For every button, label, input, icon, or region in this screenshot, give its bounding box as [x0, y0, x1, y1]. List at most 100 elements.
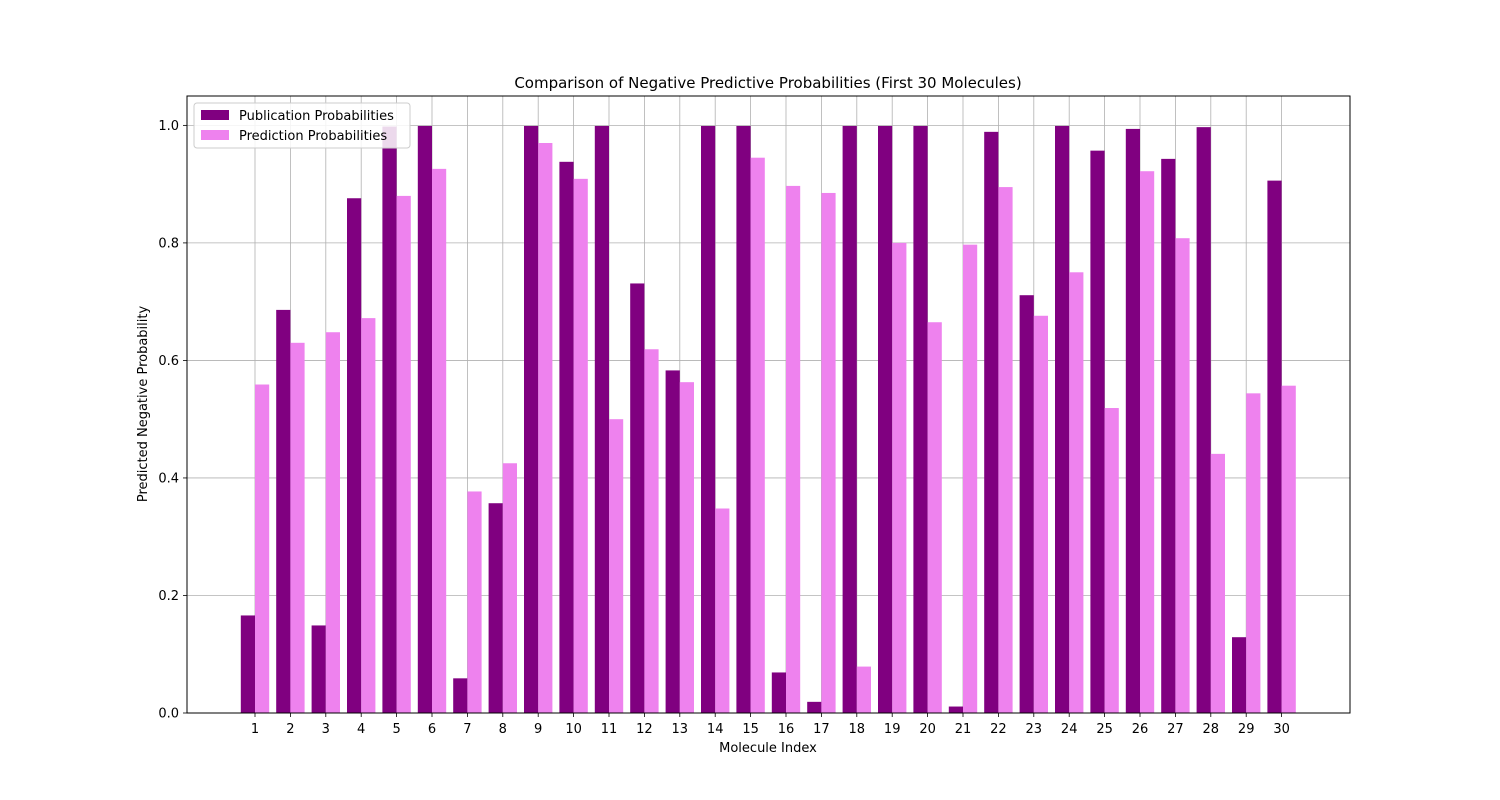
- legend-label-prediction: Prediction Probabilities: [239, 129, 387, 144]
- bar-prediction: [1210, 453, 1225, 713]
- legend-swatch-publication: [201, 110, 229, 120]
- bar-prediction: [255, 384, 270, 713]
- bar-publication: [1267, 180, 1282, 714]
- y-tick-label: 0.6: [158, 354, 179, 369]
- legend-swatch-prediction: [201, 130, 229, 140]
- bar-prediction: [1033, 315, 1048, 713]
- bar-prediction: [325, 332, 340, 713]
- y-axis-ticks: 0.0 0.2 0.4 0.6 0.8 1.0: [158, 119, 187, 722]
- bar-publication: [984, 131, 999, 714]
- x-tick-label: 26: [1132, 722, 1149, 737]
- bar-publication: [842, 125, 857, 714]
- bar-publication: [701, 125, 716, 714]
- bar-publication: [1161, 158, 1176, 713]
- bar-prediction: [963, 244, 978, 714]
- bar-prediction: [290, 342, 305, 713]
- bar-publication: [347, 198, 362, 713]
- bar-prediction: [502, 463, 517, 713]
- x-tick-label: 15: [742, 722, 759, 737]
- bar-publication: [1125, 128, 1140, 713]
- bar-publication: [1090, 150, 1105, 714]
- bar-publication: [524, 125, 539, 714]
- bar-prediction: [821, 192, 836, 713]
- x-tick-label: 8: [499, 722, 507, 737]
- x-tick-label: 9: [534, 722, 542, 737]
- bars: [240, 125, 1296, 714]
- bar-prediction: [1281, 385, 1296, 713]
- bar-publication: [417, 125, 432, 714]
- legend: Publication Probabilities Prediction Pro…: [193, 102, 411, 149]
- bar-prediction: [892, 242, 907, 713]
- x-axis-ticks: 1 2 3 4 5 6 7 8 9 10 11 12 13 14 15 16 17 18 19 20 21 22 23 24 2…: [251, 713, 1290, 737]
- bar-prediction: [538, 143, 553, 713]
- bar-prediction: [1104, 408, 1119, 713]
- x-tick-label: 19: [884, 722, 901, 737]
- bar-prediction: [998, 187, 1013, 714]
- x-tick-label: 4: [357, 722, 365, 737]
- bar-prediction: [715, 508, 730, 713]
- bar-prediction: [856, 666, 871, 713]
- plot-area-frame: [186, 95, 1351, 714]
- bar-prediction: [750, 157, 765, 713]
- bar-publication: [311, 625, 326, 713]
- bar-prediction: [1246, 393, 1261, 713]
- bar-prediction: [927, 322, 942, 713]
- bar-prediction: [573, 178, 588, 714]
- x-tick-label: 7: [463, 722, 471, 737]
- x-tick-label: 23: [1026, 722, 1043, 737]
- x-tick-label: 22: [990, 722, 1007, 737]
- x-tick-label: 30: [1273, 722, 1290, 737]
- x-tick-label: 18: [849, 722, 866, 737]
- x-tick-label: 6: [428, 722, 436, 737]
- y-tick-label: 1.0: [158, 119, 179, 134]
- bar-prediction: [609, 419, 624, 713]
- bar-publication: [913, 125, 928, 714]
- x-tick-label: 17: [813, 722, 830, 737]
- x-tick-label: 2: [286, 722, 294, 737]
- bar-publication: [1232, 637, 1247, 713]
- bar-publication: [948, 706, 963, 713]
- legend-label-publication: Publication Probabilities: [239, 109, 394, 124]
- bar-prediction: [1140, 171, 1155, 714]
- bar-prediction: [432, 168, 447, 714]
- x-tick-label: 24: [1061, 722, 1078, 737]
- bar-publication: [771, 672, 786, 713]
- x-tick-label: 13: [672, 722, 689, 737]
- bar-publication: [1196, 127, 1211, 714]
- bar-publication: [594, 125, 609, 714]
- x-tick-label: 3: [322, 722, 330, 737]
- bar-publication: [878, 125, 893, 714]
- legend-box: [193, 102, 411, 149]
- bar-prediction: [1069, 272, 1084, 713]
- bar-prediction: [786, 185, 801, 714]
- x-tick-label: 5: [392, 722, 400, 737]
- x-tick-label: 14: [707, 722, 724, 737]
- y-axis-label: Predicted Negative Probability: [136, 306, 151, 503]
- x-tick-label: 10: [565, 722, 582, 737]
- x-tick-label: 27: [1167, 722, 1184, 737]
- bar-prediction: [679, 382, 694, 713]
- y-tick-label: 0.2: [158, 589, 179, 604]
- bar-prediction: [644, 349, 659, 713]
- x-tick-label: 12: [636, 722, 653, 737]
- x-axis-label: Molecule Index: [719, 741, 817, 756]
- x-tick-label: 29: [1238, 722, 1255, 737]
- x-tick-label: 28: [1203, 722, 1220, 737]
- chart-title: Comparison of Negative Predictive Probab…: [514, 74, 1021, 92]
- bar-publication: [559, 161, 574, 713]
- x-tick-label: 20: [919, 722, 936, 737]
- bar-publication: [488, 503, 503, 713]
- bar-publication: [807, 701, 822, 713]
- bar-prediction: [1175, 238, 1190, 714]
- bar-publication: [736, 125, 751, 714]
- bar-publication: [630, 283, 645, 713]
- bar-publication: [1055, 125, 1070, 714]
- y-tick-label: 0.0: [158, 707, 179, 722]
- bar-prediction: [467, 491, 482, 713]
- bar-publication: [276, 309, 291, 713]
- bar-prediction: [396, 195, 411, 713]
- bar-publication: [665, 370, 680, 713]
- x-tick-label: 21: [955, 722, 972, 737]
- y-tick-label: 0.4: [158, 471, 179, 486]
